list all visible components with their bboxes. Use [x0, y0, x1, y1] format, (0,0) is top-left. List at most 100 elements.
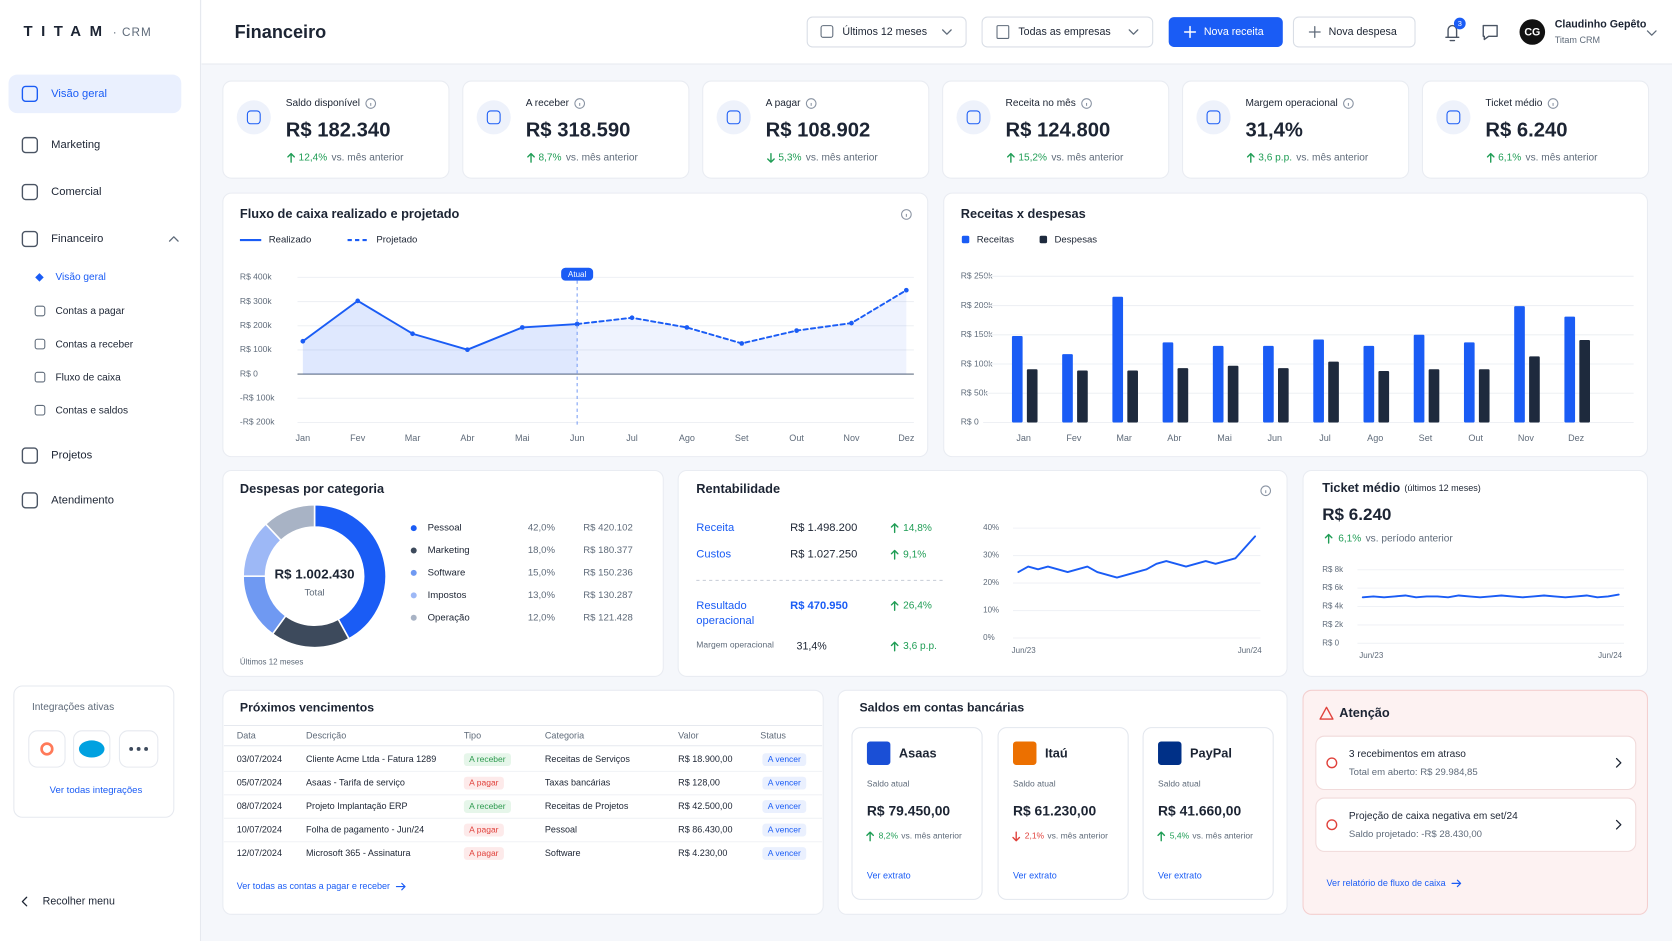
link[interactable]: Ver relatório de fluxo de caixa	[1327, 878, 1447, 888]
chevron	[1615, 757, 1622, 768]
link[interactable]: Ver extrato	[867, 870, 911, 880]
nav-item[interactable]: Financeiro	[51, 233, 103, 245]
subnav-item[interactable]: Contas e saldos	[55, 405, 128, 416]
kpi-label: Margem operacional	[1245, 98, 1337, 109]
balance: R$ 61.230,00	[1013, 803, 1096, 819]
nav-item[interactable]: Comercial	[51, 186, 101, 198]
bar	[1514, 306, 1525, 423]
kpi-comparison: vs. mês anterior	[332, 153, 405, 164]
period-filter[interactable]	[806, 16, 967, 48]
kpi-value: R$ 108.902	[766, 120, 871, 142]
balance-comparison: vs. mês anterior	[1047, 831, 1108, 841]
alert-item[interactable]	[1315, 797, 1637, 852]
x-tick-label: Jun/23	[1012, 646, 1037, 655]
balance-label: Saldo atual	[1158, 778, 1201, 788]
value-label: 15,0%	[528, 567, 556, 578]
info-icon	[1547, 98, 1559, 109]
kpi-icon-bg	[236, 100, 271, 135]
trend-arrow	[1486, 152, 1495, 163]
primary-button[interactable]	[1168, 17, 1283, 47]
column-header: Data	[237, 731, 257, 741]
secondary-button[interactable]	[1292, 16, 1416, 48]
table-cell: Receitas de Projetos	[545, 801, 629, 811]
y-tick-label: 40%	[983, 523, 999, 532]
balance: R$ 41.660,00	[1158, 803, 1241, 819]
x-tick-label: Jun/24	[1598, 651, 1623, 660]
trend-arrow	[287, 152, 295, 163]
integrations-title: Integrações ativas	[32, 702, 114, 713]
x-tick-label: Mai	[515, 433, 530, 443]
chevron	[1646, 30, 1657, 36]
metric-label: Margem operacional	[696, 640, 774, 650]
x-tick-label: Jun	[1267, 433, 1282, 443]
amount: R$ 130.287	[583, 590, 633, 601]
metric-value: R$ 1.498.200	[790, 522, 857, 534]
integration[interactable]	[28, 730, 66, 768]
collapse-menu[interactable]: Recolher menu	[43, 895, 115, 907]
badge	[762, 847, 807, 860]
nav-item[interactable]: Visão geral	[51, 88, 107, 100]
point	[519, 325, 525, 330]
x-tick-label: Nov	[1518, 433, 1535, 443]
kpi-card	[462, 80, 690, 179]
table-cell: Asaas - Tarifa de serviço	[306, 777, 405, 787]
subnav-item[interactable]: Contas a pagar	[55, 306, 125, 317]
kpi-value: R$ 124.800	[1006, 120, 1111, 142]
value-label: 12,0%	[528, 612, 556, 623]
value-label: 13,0%	[528, 590, 556, 601]
badge-text: A vencer	[768, 777, 801, 787]
column-header: Status	[760, 731, 786, 741]
link[interactable]: Ver extrato	[1158, 870, 1202, 880]
building-icon	[996, 25, 1010, 39]
table-cell: Taxas bancárias	[545, 777, 611, 787]
warning-icon	[1319, 706, 1334, 720]
x-tick-label: Fev	[1066, 433, 1082, 443]
kpi-label: Ticket médio	[1485, 98, 1542, 109]
bar	[1227, 365, 1239, 423]
y-tick-label: R$ 6k	[1322, 583, 1343, 592]
bank-name: Itaú	[1045, 746, 1068, 761]
table-cell: R$ 18.900,00	[678, 754, 732, 764]
nav-item[interactable]: Marketing	[51, 139, 100, 151]
legend-label: Software	[428, 567, 466, 578]
alert-item[interactable]	[1315, 735, 1637, 791]
trend-arrow	[527, 152, 535, 163]
nav-item[interactable]: Projetos	[51, 450, 92, 462]
column-header: Valor	[678, 731, 698, 741]
point	[355, 298, 361, 304]
section-title: Atenção	[1339, 705, 1390, 720]
link[interactable]: Ver todas as contas a pagar e receber	[237, 881, 390, 891]
x-tick-label: Nov	[843, 433, 860, 443]
bar	[1313, 339, 1324, 423]
balance: R$ 79.450,00	[867, 803, 950, 819]
subnav-item[interactable]: Visão geral	[55, 272, 105, 283]
nav-active	[8, 74, 182, 114]
subnav-item[interactable]: Contas a receber	[55, 339, 133, 350]
kpi-icon-bg	[476, 100, 511, 135]
chat-icon	[1482, 24, 1498, 41]
x-tick-label: Jul	[1319, 433, 1331, 443]
bar	[1263, 345, 1274, 423]
kpi-card	[702, 80, 930, 179]
nav-item[interactable]: Atendimento	[51, 494, 114, 506]
subnav-item[interactable]: Fluxo de caixa	[55, 372, 121, 383]
kpi-label: Saldo disponível	[286, 98, 360, 109]
point	[465, 347, 470, 353]
info-icon	[805, 98, 817, 109]
bar	[1529, 356, 1540, 423]
link[interactable]: Ver todas integrações	[50, 785, 143, 796]
metric-value: R$ 6.240	[1322, 505, 1391, 524]
trend-arrow	[890, 641, 899, 652]
metric-delta: 6,1%	[1338, 533, 1361, 544]
alert-icon	[1326, 757, 1338, 769]
link[interactable]: Ver extrato	[1013, 870, 1057, 880]
kpi-icon	[966, 110, 981, 125]
column-header: Descrição	[306, 731, 346, 741]
balance-label: Saldo atual	[1013, 778, 1056, 788]
avatar-initials: CG	[1524, 26, 1540, 38]
chart-title: Despesas por categoria	[240, 481, 385, 496]
point	[903, 287, 909, 293]
company-filter[interactable]	[981, 16, 1154, 48]
bar	[1413, 334, 1425, 423]
